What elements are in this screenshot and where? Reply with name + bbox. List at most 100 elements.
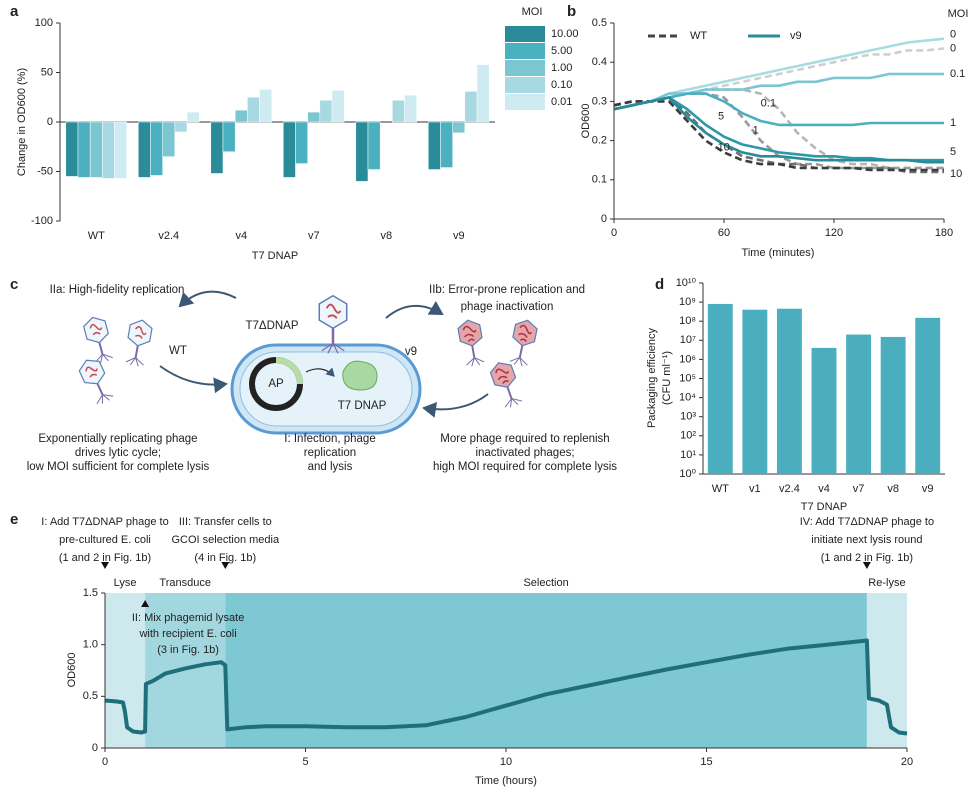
bar xyxy=(295,121,308,164)
x-tick-label: 10 xyxy=(500,756,512,768)
bar xyxy=(464,91,478,123)
region-label: Re-lyse xyxy=(868,577,905,589)
center-caption: I: Infection, phage xyxy=(284,433,375,445)
series-label: 0.1 xyxy=(761,97,776,109)
bar xyxy=(428,121,441,170)
x-tick-label: 120 xyxy=(825,227,843,239)
circuit-label: AP xyxy=(268,378,284,390)
center-caption: replication xyxy=(304,447,356,459)
bar xyxy=(102,121,115,179)
legend-title: MOI xyxy=(522,6,543,18)
y-tick-label: 0.5 xyxy=(592,17,607,29)
bar xyxy=(247,97,260,123)
y-tick-label: 0 xyxy=(601,213,607,225)
annotation-text: (3 in Fig. 1b) xyxy=(157,644,219,656)
x-tick-label: v7 xyxy=(308,230,320,242)
y-tick-label: 10⁵ xyxy=(679,372,696,384)
y-tick-label: 0.1 xyxy=(592,174,607,186)
y-tick-label: -100 xyxy=(31,215,53,227)
annotation-marker xyxy=(141,600,150,607)
legend-label: 0.01 xyxy=(551,96,572,108)
right-caption: high MOI required for complete lysis xyxy=(433,461,617,473)
x-axis-label: T7 DNAP xyxy=(252,250,298,262)
annotation-text: (4 in Fig. 1b) xyxy=(194,552,256,564)
bar xyxy=(319,99,333,123)
left-caption: Exponentially replicating phage xyxy=(38,433,197,445)
x-tick-label: v2.4 xyxy=(158,230,179,242)
series-label: 0 xyxy=(950,29,956,41)
y-tick-label: 0.4 xyxy=(592,56,607,68)
region-label: Selection xyxy=(523,577,568,589)
y-axis-label: (CFU ml⁻¹) xyxy=(661,351,673,405)
y-tick-label: 10⁸ xyxy=(679,315,696,327)
bar xyxy=(234,109,248,123)
y-axis-label: Packaging efficiency xyxy=(646,327,658,428)
bar xyxy=(440,121,453,168)
x-tick-label: v9 xyxy=(453,230,465,242)
y-tick-label: 0 xyxy=(92,742,98,754)
legend-swatch xyxy=(505,77,545,93)
panel-label: a xyxy=(10,3,19,20)
bar xyxy=(707,303,733,474)
annotation-text: initiate next lysis round xyxy=(811,534,922,546)
y-tick-label: 1.0 xyxy=(83,639,98,651)
series-label: 5 xyxy=(950,146,956,158)
bar xyxy=(77,121,91,178)
right-title: IIb: Error-prone replication and xyxy=(429,284,585,296)
line-series xyxy=(613,96,944,164)
bar xyxy=(65,121,79,177)
left-strain: WT xyxy=(169,345,187,357)
annotation-text: with recipient E. coli xyxy=(138,628,236,640)
line-series xyxy=(104,638,908,736)
x-tick-label: v8 xyxy=(380,230,392,242)
bar xyxy=(846,334,872,474)
y-tick-label: 0.3 xyxy=(592,95,607,107)
x-axis-label: T7 DNAP xyxy=(801,501,847,513)
y-tick-label: 1.5 xyxy=(83,587,98,599)
series-label: 0.1 xyxy=(950,68,965,80)
y-tick-label: 10¹ xyxy=(680,449,696,461)
bar xyxy=(210,121,224,174)
x-axis-label: Time (minutes) xyxy=(742,247,815,259)
x-tick-label: 15 xyxy=(700,756,712,768)
bar xyxy=(404,95,417,123)
x-tick-label: v1 xyxy=(749,483,761,495)
series-label: 0 xyxy=(950,42,956,54)
bar xyxy=(150,121,163,176)
bar xyxy=(880,336,906,474)
x-tick-label: 180 xyxy=(935,227,953,239)
bar xyxy=(355,121,369,182)
center-caption: and lysis xyxy=(308,461,353,473)
x-tick-label: v2.4 xyxy=(779,483,800,495)
bar xyxy=(186,111,200,123)
y-tick-label: 10⁴ xyxy=(679,392,696,404)
left-caption: drives lytic cycle; xyxy=(75,447,161,459)
legend-label: 1.00 xyxy=(551,62,572,74)
label-title: MOI xyxy=(948,8,969,20)
series-label: 5 xyxy=(718,110,724,122)
panel-label: e xyxy=(10,511,18,528)
cycle-arrow xyxy=(178,290,237,308)
legend-label: v9 xyxy=(790,30,802,42)
legend-label: 0.10 xyxy=(551,79,572,91)
bar xyxy=(742,309,768,474)
annotation-text: III: Transfer cells to xyxy=(179,516,272,528)
diagram-c: c IIa: High-fidelity replication IIb: Er… xyxy=(10,276,617,473)
phage-label: T7ΔDNAP xyxy=(245,320,298,332)
bar xyxy=(331,90,345,123)
ap-segment xyxy=(275,357,303,385)
bar xyxy=(174,121,188,133)
bar xyxy=(915,317,941,474)
annotation-text: II: Mix phagemid lysate xyxy=(132,612,245,624)
left-caption: low MOI sufficient for complete lysis xyxy=(27,461,210,473)
y-tick-label: 100 xyxy=(35,17,53,29)
x-tick-label: 60 xyxy=(718,227,730,239)
x-tick-label: 0 xyxy=(611,227,617,239)
bar xyxy=(89,121,103,178)
x-tick-label: v4 xyxy=(235,230,247,242)
x-tick-label: v8 xyxy=(887,483,899,495)
y-tick-label: 10¹⁰ xyxy=(676,277,697,289)
x-tick-label: 5 xyxy=(302,756,308,768)
expression-arrow xyxy=(305,367,335,377)
